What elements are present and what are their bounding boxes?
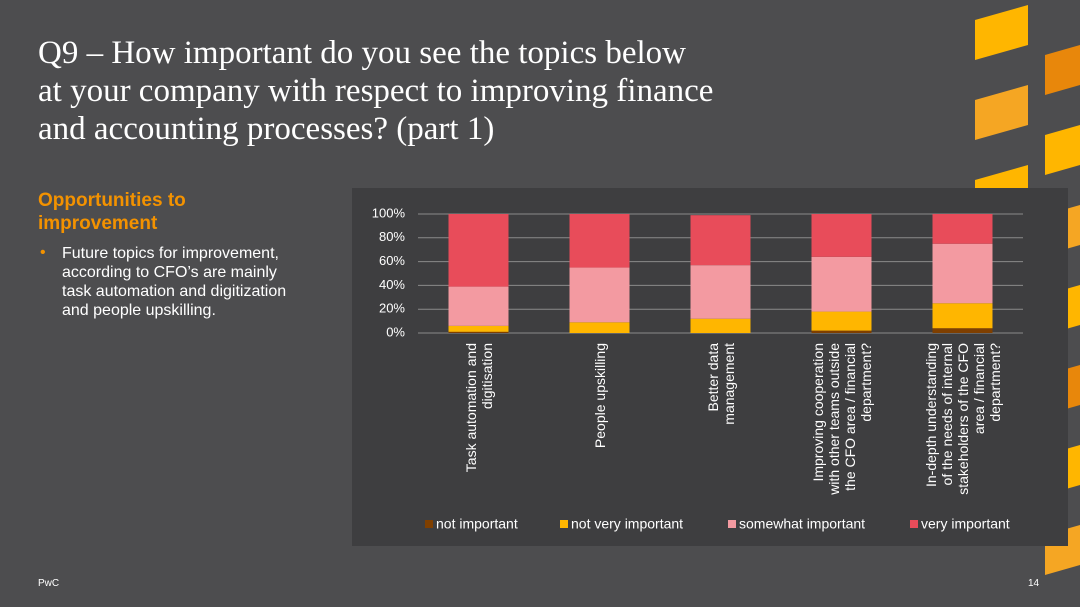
bullet-text: Future topics for improvement, according…: [62, 245, 287, 319]
bar-segment: [690, 265, 751, 319]
legend-label: very important: [921, 516, 1010, 532]
y-tick-label: 20%: [379, 301, 405, 316]
bar-segment: [448, 325, 509, 332]
section-heading: Opportunities to improvement: [38, 190, 186, 234]
bar-segment: [448, 214, 509, 287]
x-tick-label: Task automation and digitisation: [462, 343, 495, 473]
footer: PwC: [38, 578, 60, 589]
bullet-marker: •: [40, 244, 46, 261]
bar-segment: [932, 243, 993, 304]
bar-segment: [569, 214, 630, 268]
bar-segment: [448, 331, 509, 333]
x-tick-label: In-depth understanding of the needs of i…: [922, 343, 1003, 495]
bar-segment: [690, 318, 751, 333]
bar-segment: [811, 311, 872, 331]
bar-segment: [932, 303, 993, 329]
bar-segment: [569, 322, 630, 333]
bar-segment: [932, 214, 993, 244]
legend-label: somewhat important: [739, 516, 865, 532]
legend-label: not very important: [571, 516, 683, 532]
bar-segment: [811, 256, 872, 312]
legend-label: not important: [436, 516, 518, 532]
bar-segment: [448, 286, 509, 326]
slide-title: Q9 – How important do you see the topics…: [38, 35, 714, 147]
legend-swatch: [910, 520, 918, 528]
bar-segment: [569, 267, 630, 323]
x-tick-label: Improving cooperation with other teams o…: [809, 343, 874, 495]
y-tick-label: 0%: [386, 324, 405, 339]
legend-swatch: [425, 520, 433, 528]
legend-swatch: [560, 520, 568, 528]
x-tick-label: Better data management: [704, 343, 737, 425]
bar-segment: [811, 214, 872, 257]
x-tick-label: People upskilling: [591, 343, 608, 449]
page-number: 14: [1028, 578, 1040, 589]
bar-segment: [690, 215, 751, 266]
y-tick-label: 40%: [379, 277, 405, 292]
legend-swatch: [728, 520, 736, 528]
y-tick-label: 100%: [372, 205, 406, 220]
y-tick-label: 60%: [379, 253, 405, 268]
bar-segment: [932, 328, 993, 333]
bar-segment: [811, 330, 872, 333]
y-tick-label: 80%: [379, 229, 405, 244]
